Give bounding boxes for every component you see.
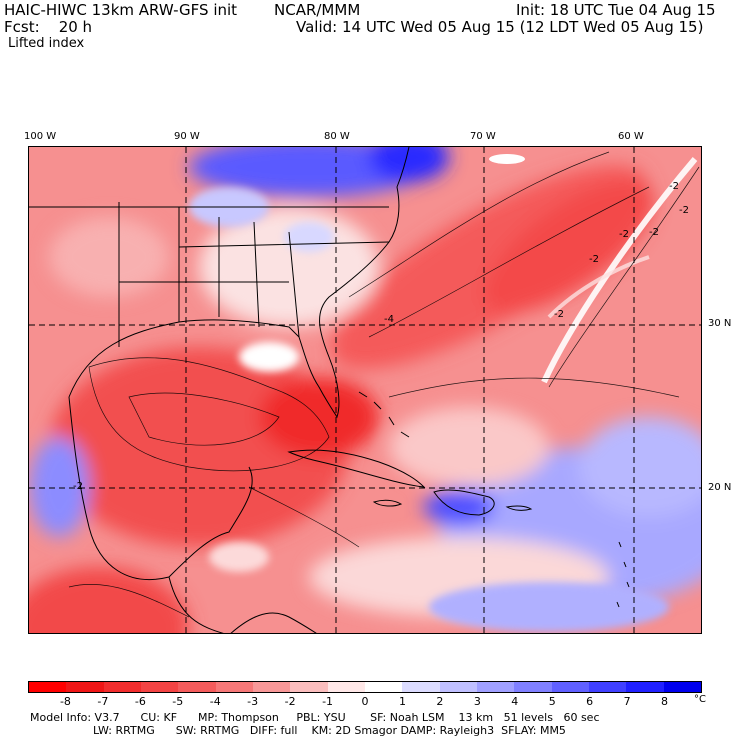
color-scale-tick: -7: [97, 695, 109, 708]
color-swatch: [290, 682, 328, 692]
color-scale-tick: 6: [586, 695, 594, 708]
color-scale-tick: 1: [398, 695, 406, 708]
color-swatch: [66, 682, 104, 692]
forecast-hour: Fcst: 20 h: [4, 18, 93, 36]
color-scale-tick: -4: [209, 695, 221, 708]
color-scale-tick: 5: [548, 695, 556, 708]
color-scale-tick: -3: [247, 695, 259, 708]
color-scale-tick: -8: [59, 695, 71, 708]
color-swatch: [327, 682, 365, 692]
lon-label-100w: 100 W: [24, 131, 57, 142]
color-scale-tick: 4: [511, 695, 519, 708]
color-scale-tick: 7: [623, 695, 631, 708]
color-swatch: [588, 682, 627, 692]
lon-label-90w: 90 W: [174, 131, 200, 142]
contour-label: -2: [679, 205, 689, 216]
color-swatch: [178, 682, 216, 692]
latlon-grid: [29, 147, 701, 633]
contour-label: -2: [649, 227, 659, 238]
institution-label: NCAR/MMM: [274, 1, 361, 19]
contour-label: -2: [619, 229, 629, 240]
model-info-line1: Model Info: V3.7 CU: KF MP: Thompson PBL…: [30, 711, 600, 724]
contour-label: -2: [554, 309, 564, 320]
li-contours: [68, 151, 700, 618]
color-scale-tick: -5: [172, 695, 184, 708]
lon-label-80w: 80 W: [324, 131, 350, 142]
stable-streak-2: [547, 255, 650, 319]
field-name: Lifted index: [8, 36, 85, 51]
color-scale-bar: [28, 681, 702, 693]
init-time: Init: 18 UTC Tue 04 Aug 15: [516, 1, 716, 19]
color-swatch: [140, 682, 179, 692]
color-scale-tick: -6: [134, 695, 146, 708]
color-swatch: [29, 682, 67, 692]
color-scale-tick: -2: [284, 695, 296, 708]
color-swatch: [215, 682, 253, 692]
map-canvas: -2 -2 -2 -2 -2 -2 -4 -2: [29, 147, 701, 633]
lat-label-20n: 20 N: [708, 482, 732, 493]
model-info-line2: LW: RRTMG SW: RRTMG DIFF: full KM: 2D Sm…: [30, 724, 566, 737]
model-title: HAIC-HIWC 13km ARW-GFS init: [4, 1, 238, 19]
color-scale-unit: °C: [694, 694, 706, 705]
color-swatch: [626, 682, 664, 692]
contour-label: -4: [384, 314, 394, 325]
color-swatch: [402, 682, 440, 692]
color-scale-tick: 8: [661, 695, 669, 708]
lon-label-60w: 60 W: [618, 131, 644, 142]
lat-label-30n: 30 N: [708, 318, 732, 329]
valid-time: Valid: 14 UTC Wed 05 Aug 15 (12 LDT Wed …: [296, 18, 704, 36]
color-swatch: [439, 682, 477, 692]
color-swatch: [514, 682, 552, 692]
contour-label: -2: [73, 481, 83, 492]
color-swatch: [364, 682, 403, 692]
color-swatch: [476, 682, 515, 692]
lon-label-70w: 70 W: [470, 131, 496, 142]
color-scale-tick: 3: [473, 695, 481, 708]
stable-patch: [489, 154, 525, 164]
stable-streak-1: [541, 157, 698, 384]
field-shading: [29, 147, 701, 633]
color-swatch: [103, 682, 141, 692]
color-scale-tick: -1: [322, 695, 334, 708]
contour-label: -2: [669, 181, 679, 192]
color-scale-tick: 2: [436, 695, 444, 708]
color-swatch: [663, 682, 701, 692]
lifted-index-map: -2 -2 -2 -2 -2 -2 -4 -2: [28, 146, 702, 634]
color-swatch: [252, 682, 291, 692]
color-scale-tick: 0: [361, 695, 369, 708]
coastlines: [29, 147, 630, 633]
contour-label-group: -2 -2 -2 -2 -2 -2 -4 -2: [73, 181, 689, 492]
contour-label: -2: [589, 254, 599, 265]
color-swatch: [551, 682, 589, 692]
